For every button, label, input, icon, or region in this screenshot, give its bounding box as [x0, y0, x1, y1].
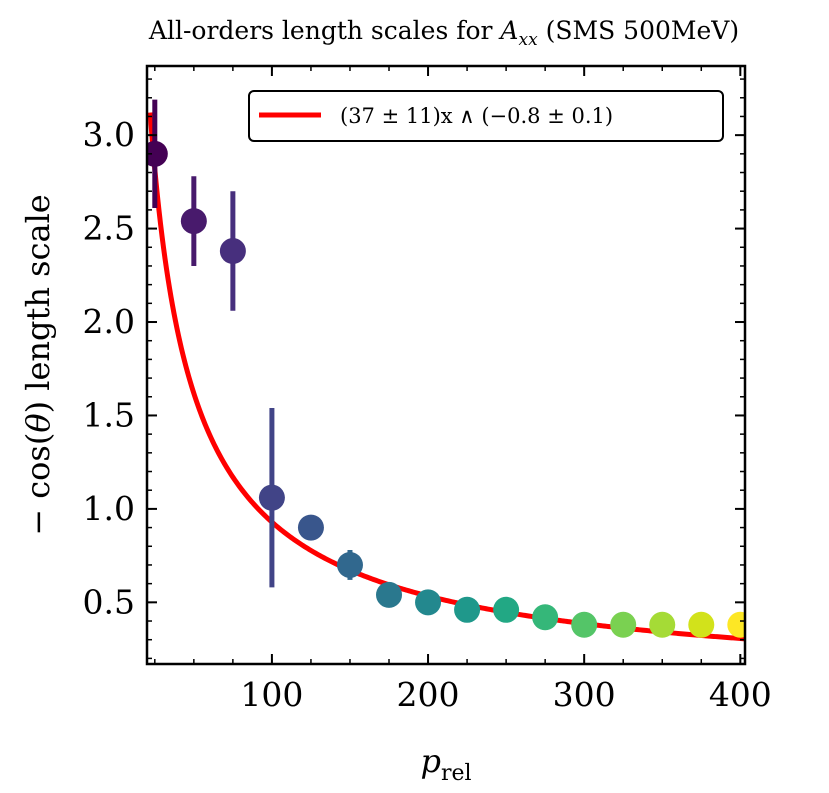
point-marker: [180, 208, 207, 235]
y-tick-label: 2.0: [83, 302, 135, 341]
legend-box: [248, 90, 724, 142]
data-point: [532, 604, 559, 631]
plot-frame: [145, 64, 747, 666]
data-point: [727, 611, 745, 638]
fit-curve: [147, 112, 745, 642]
point-marker: [415, 589, 442, 616]
point-marker: [610, 611, 637, 638]
data-point: [147, 99, 168, 209]
data-point: [297, 514, 324, 541]
point-marker: [532, 604, 559, 631]
y-tick-label: 1.0: [83, 489, 135, 528]
data-point: [336, 550, 363, 580]
data-point: [688, 611, 715, 638]
point-marker: [493, 596, 520, 623]
x-tick-label: 400: [709, 675, 772, 714]
x-tick-label: 300: [553, 675, 616, 714]
data-point: [415, 589, 442, 616]
point-marker: [219, 238, 246, 265]
point-marker: [147, 140, 168, 167]
point-marker: [258, 484, 285, 511]
x-tick-label: 100: [240, 675, 303, 714]
point-marker: [688, 611, 715, 638]
y-tick-label: 3.0: [83, 115, 135, 154]
point-marker: [454, 596, 481, 623]
data-point: [258, 407, 285, 588]
data-point: [454, 596, 481, 623]
point-marker: [376, 581, 403, 608]
chart-title: All-orders length scales for Axx (SMS 50…: [148, 16, 739, 50]
point-marker: [336, 551, 363, 578]
y-axis-label: − cos(θ) length scale: [19, 194, 57, 536]
y-tick-label: 2.5: [83, 209, 135, 248]
y-tick-label: 1.5: [83, 395, 135, 434]
data-point: [376, 581, 403, 608]
data-point: [180, 176, 207, 266]
point-marker: [727, 611, 745, 638]
point-marker: [297, 514, 324, 541]
data-point: [649, 611, 676, 638]
point-marker: [649, 611, 676, 638]
legend-label-fit: (37 ± 11)x ∧ (−0.8 ± 0.1): [340, 104, 613, 128]
point-marker: [571, 611, 598, 638]
x-tick-label: 200: [397, 675, 460, 714]
x-axis-label: prel: [420, 742, 471, 786]
data-point: [219, 191, 246, 311]
y-tick-label: 0.5: [83, 582, 135, 621]
data-point: [610, 611, 637, 638]
data-point: [493, 596, 520, 623]
data-point: [571, 611, 598, 638]
legend: (37 ± 11)x ∧ (−0.8 ± 0.1): [248, 90, 724, 142]
